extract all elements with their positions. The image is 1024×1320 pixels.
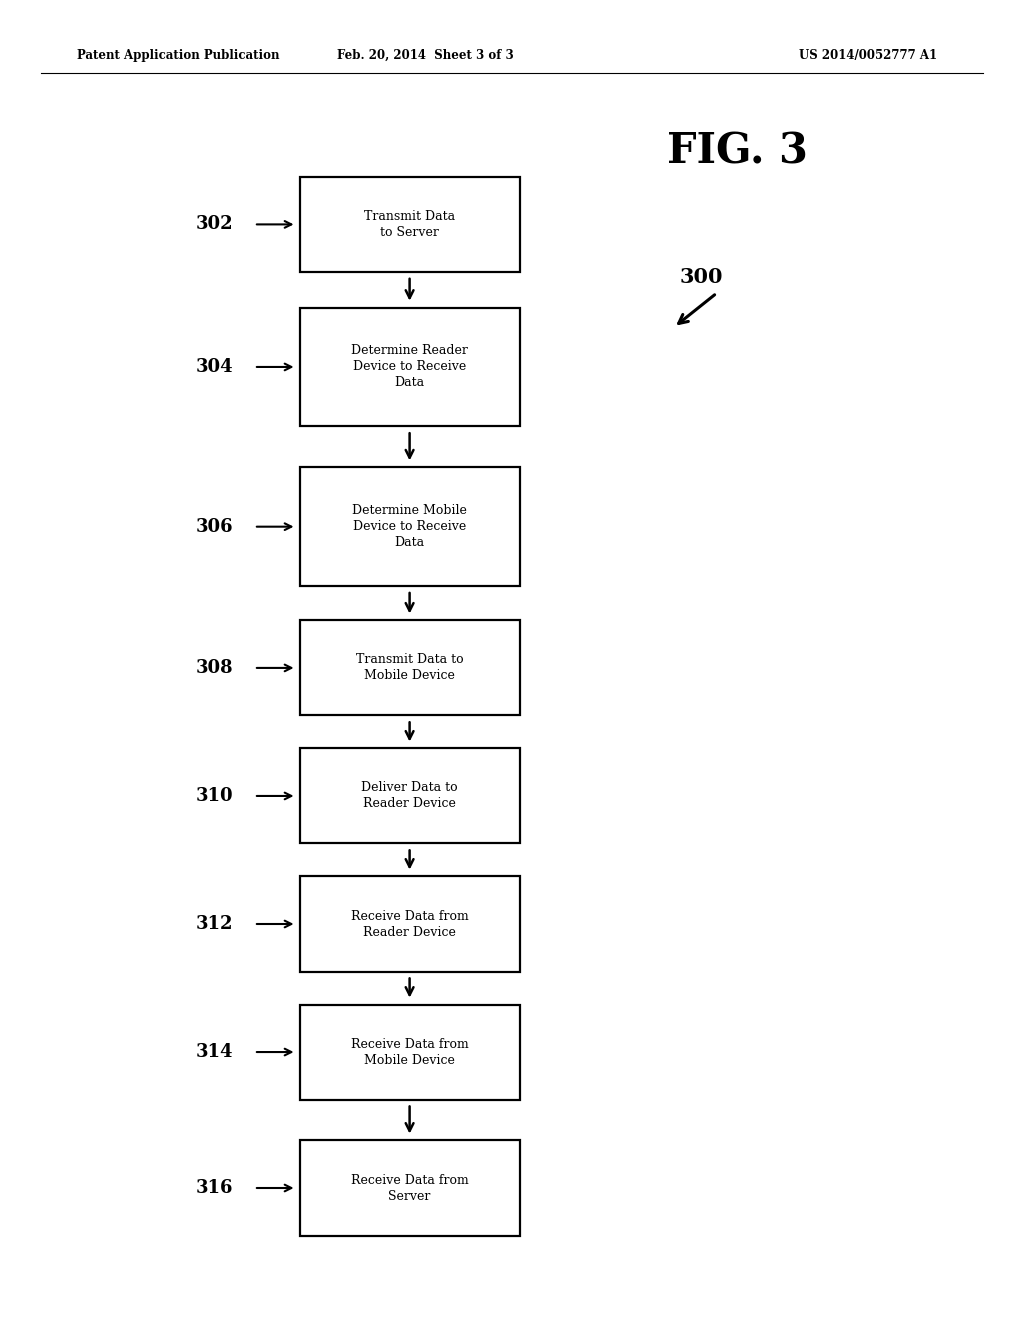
Text: FIG. 3: FIG. 3 [667,131,808,173]
FancyBboxPatch shape [300,177,520,272]
FancyBboxPatch shape [300,467,520,586]
Text: Deliver Data to
Reader Device: Deliver Data to Reader Device [361,781,458,810]
Text: 314: 314 [196,1043,233,1061]
Text: Receive Data from
Server: Receive Data from Server [351,1173,468,1203]
Text: Transmit Data
to Server: Transmit Data to Server [365,210,455,239]
Text: Feb. 20, 2014  Sheet 3 of 3: Feb. 20, 2014 Sheet 3 of 3 [337,49,513,62]
Text: 312: 312 [196,915,233,933]
Text: US 2014/0052777 A1: US 2014/0052777 A1 [799,49,937,62]
Text: 300: 300 [680,267,723,288]
FancyBboxPatch shape [300,1005,520,1100]
Text: Patent Application Publication: Patent Application Publication [77,49,280,62]
Text: Receive Data from
Reader Device: Receive Data from Reader Device [351,909,468,939]
Text: Transmit Data to
Mobile Device: Transmit Data to Mobile Device [355,653,464,682]
Text: 308: 308 [196,659,233,677]
Text: 306: 306 [196,517,233,536]
Text: 316: 316 [196,1179,233,1197]
Text: 310: 310 [196,787,233,805]
Text: Receive Data from
Mobile Device: Receive Data from Mobile Device [351,1038,468,1067]
Text: Determine Reader
Device to Receive
Data: Determine Reader Device to Receive Data [351,345,468,389]
FancyBboxPatch shape [300,876,520,972]
Text: Determine Mobile
Device to Receive
Data: Determine Mobile Device to Receive Data [352,504,467,549]
FancyBboxPatch shape [300,308,520,426]
Text: 304: 304 [196,358,233,376]
FancyBboxPatch shape [300,1140,520,1236]
Text: 302: 302 [196,215,233,234]
FancyBboxPatch shape [300,620,520,715]
FancyBboxPatch shape [300,748,520,843]
